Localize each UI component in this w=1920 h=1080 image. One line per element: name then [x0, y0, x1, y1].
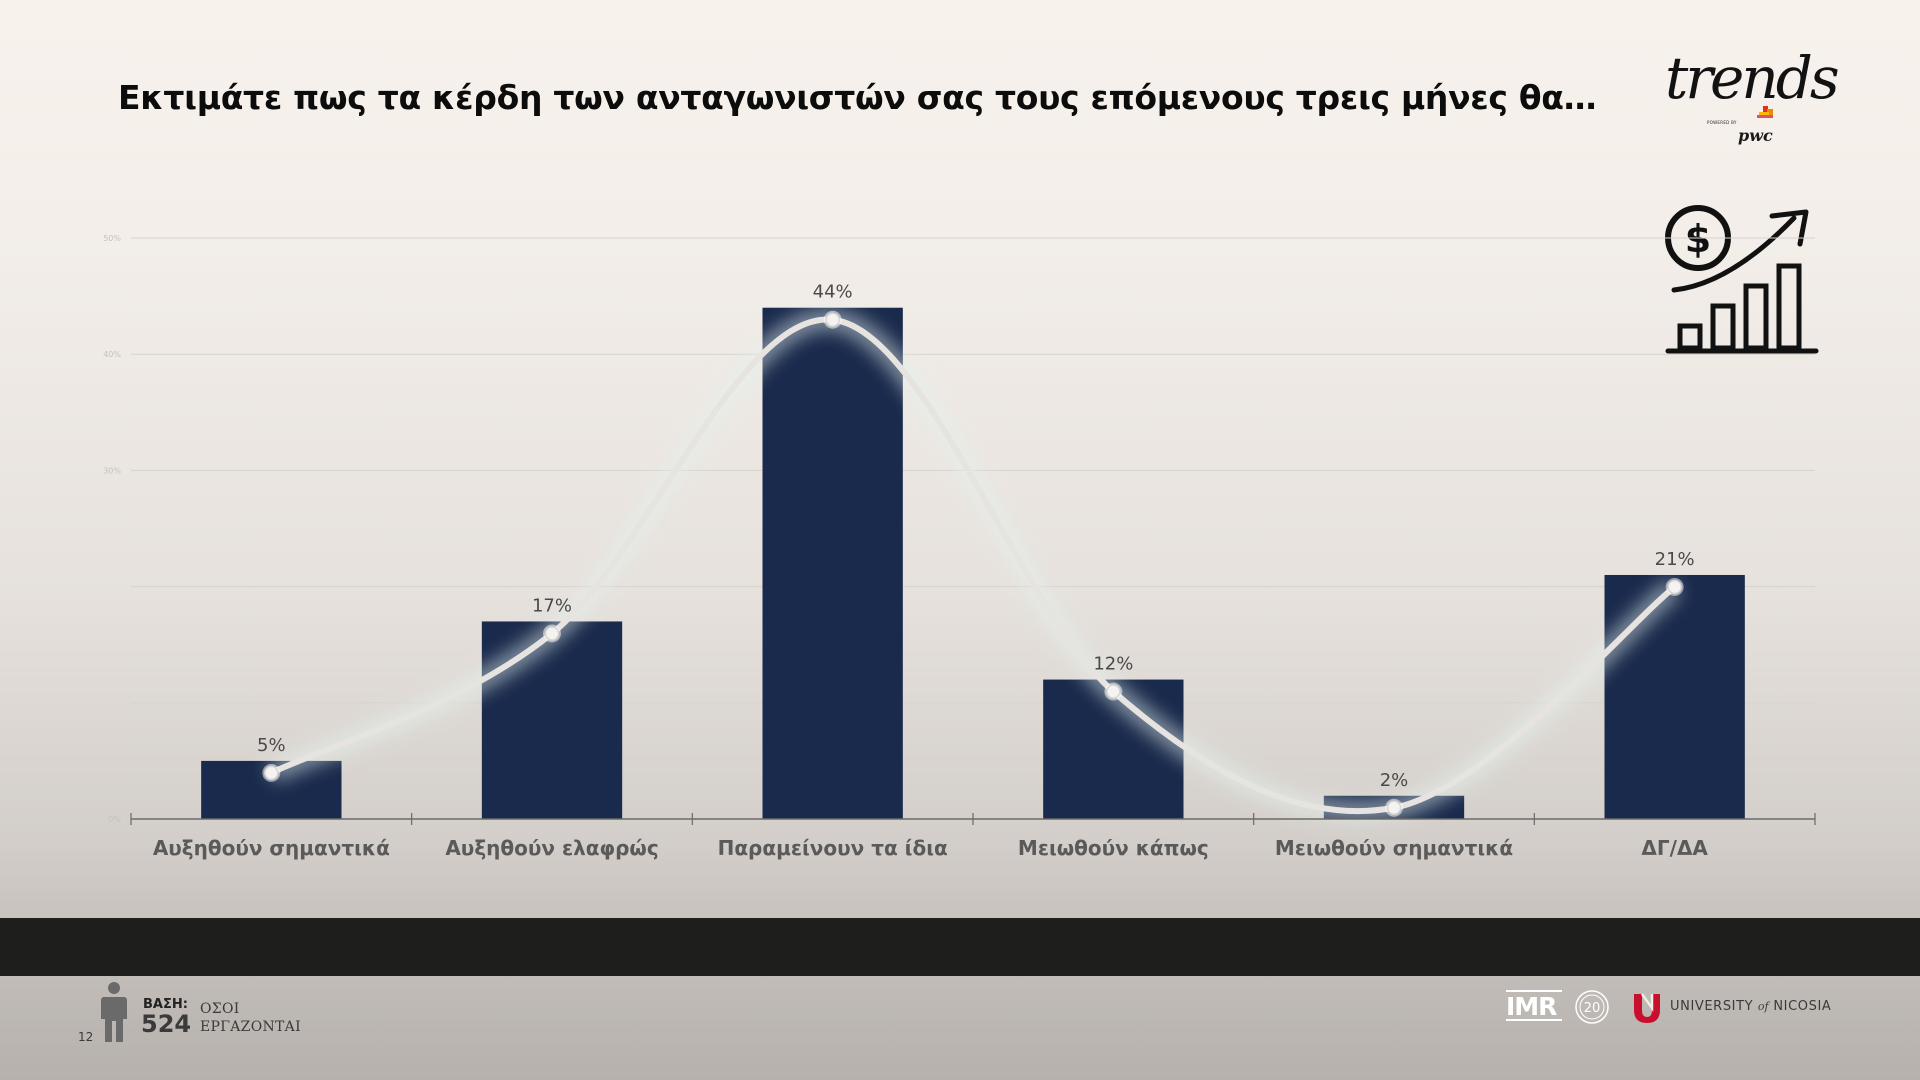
bar — [481, 621, 623, 819]
y-tick-label: 50% — [103, 234, 121, 243]
trend-curve — [262, 309, 1684, 821]
pwc-wordmark: pwc — [1738, 126, 1773, 145]
category-label: Αυξηθούν ελαφρώς — [445, 836, 658, 860]
data-label: 17% — [532, 595, 572, 616]
category-labels: Αυξηθούν σημαντικά Αυξηθούν ελαφρώς Παραμε… — [153, 836, 1709, 860]
imr-logo-icon: IMR 20 — [1506, 990, 1609, 1024]
data-label: 21% — [1655, 549, 1695, 570]
bar — [1604, 574, 1745, 819]
trend-point — [1106, 684, 1121, 699]
university-logo-icon — [1634, 993, 1660, 1023]
data-label: 5% — [257, 735, 286, 756]
person-icon — [101, 982, 127, 1042]
imr-wordmark: IMR — [1506, 992, 1557, 1021]
base-description-line2: ΕΡΓΑΖΟΝΤΑΙ — [200, 1019, 301, 1035]
university-of: of — [1757, 1000, 1769, 1013]
page-number: 12 — [78, 1030, 94, 1044]
university-name: UNIVERSITY of NICOSIA — [1670, 999, 1831, 1014]
trend-point — [264, 765, 279, 781]
svg-text:20: 20 — [1584, 1001, 1601, 1016]
y-axis-ticks: 0% 30% 40% 50% — [103, 234, 121, 824]
trend-point — [825, 312, 840, 327]
trends-pwc-logo: trends POWERED BY pwc — [1655, 40, 1840, 150]
base-description-line1: ΟΣΟΙ — [200, 1001, 240, 1017]
category-label: ΔΓ/ΔΑ — [1641, 836, 1708, 860]
category-label: Παραμείνουν τα ίδια — [718, 836, 948, 860]
money-growth-icon: $ — [1665, 205, 1819, 354]
data-label: 44% — [813, 282, 853, 303]
category-label: Μειωθούν σημαντικά — [1275, 836, 1513, 860]
trend-point — [1667, 579, 1682, 595]
pwc-mark-icon — [1757, 106, 1773, 118]
base-description: ΟΣΟΙ ΕΡΓΑΖΟΝΤΑΙ — [200, 1000, 301, 1036]
y-tick-label: 30% — [103, 466, 121, 475]
category-label: Μειωθούν κάπως — [1018, 836, 1209, 860]
university-city: NICOSIA — [1773, 999, 1832, 1014]
x-axis — [130, 813, 1816, 825]
category-label: Αυξηθούν σημαντικά — [153, 836, 390, 860]
data-labels: 5% 17% 44% 12% 2% 21% — [257, 282, 1695, 791]
trend-point — [1386, 800, 1402, 816]
footer-band — [0, 918, 1920, 976]
base-count: 524 — [141, 1010, 192, 1038]
bar — [762, 307, 903, 819]
trend-point — [544, 626, 560, 641]
data-label: 12% — [1093, 654, 1133, 675]
bars — [201, 307, 1745, 819]
powered-by-label: POWERED BY — [1707, 120, 1737, 125]
data-label: 2% — [1380, 770, 1409, 791]
y-tick-label: 40% — [103, 350, 121, 359]
y-tick-label: 0% — [108, 815, 121, 824]
slide-title: Εκτιμάτε πως τα κέρδη των ανταγωνιστών σ… — [118, 78, 1597, 117]
bar-chart: 0% 30% 40% 50% 5% 17% 44% 12% 2% 21% Αυξηθούν ση… — [103, 234, 1816, 860]
trends-wordmark: trends — [1665, 44, 1840, 112]
university-prefix: UNIVERSITY — [1670, 999, 1754, 1014]
svg-text:$: $ — [1685, 217, 1711, 261]
base-label: ΒΑΣΗ: — [143, 997, 188, 1012]
